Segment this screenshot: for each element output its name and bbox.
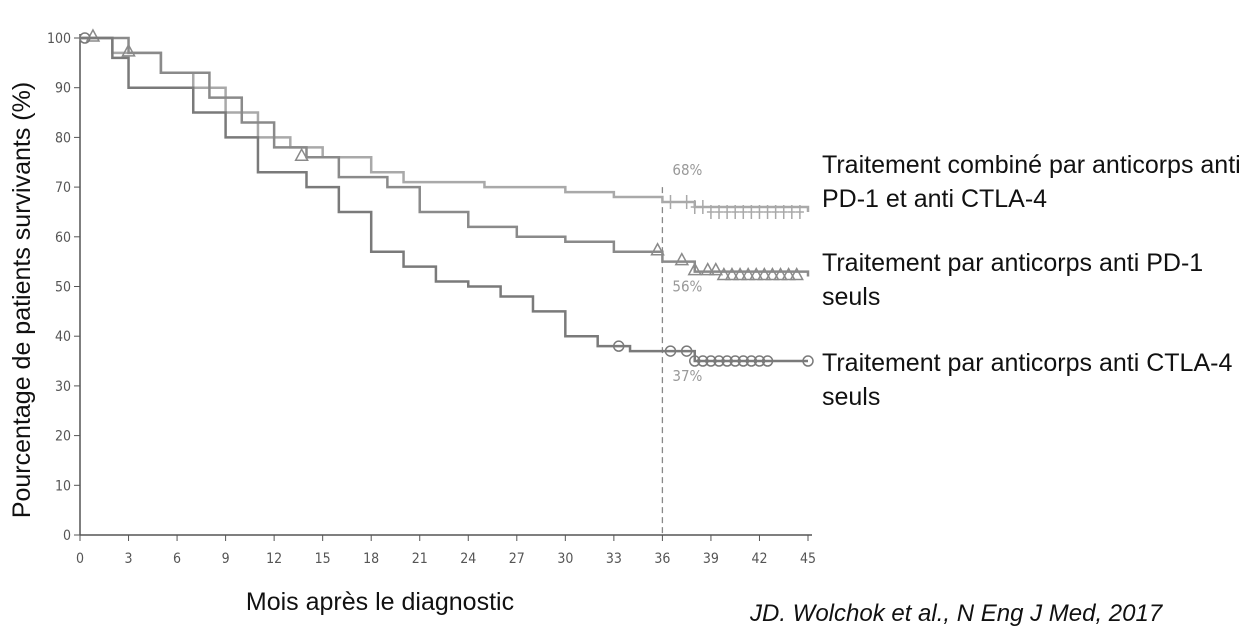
censor-mark <box>789 266 804 281</box>
censor-mark <box>674 252 690 266</box>
censor-mark <box>690 199 699 214</box>
censor-mark <box>787 204 796 219</box>
y-tick-label: 10 <box>55 478 71 494</box>
annotation: 37% <box>672 367 702 385</box>
censor-mark <box>763 204 772 219</box>
censor-mark <box>739 204 748 219</box>
source-citation: JD. Wolchok et al., N Eng J Med, 2017 <box>750 600 1163 626</box>
legend-entry: Traitement par anticorps anti PD-1 seuls <box>822 249 1204 311</box>
censor-mark <box>745 355 758 367</box>
x-tick-label: 18 <box>363 551 379 567</box>
y-tick-label: 0 <box>63 528 71 544</box>
x-tick-label: 15 <box>315 551 331 567</box>
censor-mark <box>666 195 675 210</box>
censor-mark <box>700 262 715 276</box>
x-tick-label: 27 <box>509 551 525 567</box>
censor-mark <box>294 147 309 162</box>
censor-mark <box>724 266 740 281</box>
x-tick-label: 21 <box>412 551 428 567</box>
y-tick-label: 80 <box>55 130 71 146</box>
censor-mark <box>697 355 709 367</box>
y-tick-label: 30 <box>55 379 71 395</box>
y-tick-label: 20 <box>55 429 71 445</box>
censor-mark <box>802 355 814 367</box>
x-tick-label: 42 <box>751 551 767 567</box>
censor-mark <box>612 340 625 352</box>
censor-mark <box>705 355 717 367</box>
censor-mark <box>731 204 740 219</box>
censor-mark <box>755 204 764 219</box>
censor-mark <box>689 355 701 367</box>
censor-mark <box>781 266 796 281</box>
legend-entry: Traitement combiné par anticorps anti PD… <box>822 151 1241 213</box>
annotation: 68% <box>672 161 702 179</box>
x-tick-label: 30 <box>557 551 573 567</box>
censor-mark <box>753 355 766 367</box>
x-tick-label: 9 <box>222 551 230 567</box>
censor-mark <box>773 266 788 281</box>
censor-mark <box>757 266 772 281</box>
x-tick-label: 6 <box>173 551 181 567</box>
y-tick-label: 50 <box>55 280 71 296</box>
censor-mark <box>729 355 741 367</box>
censor-mark <box>748 266 764 281</box>
y-tick-label: 70 <box>55 180 71 196</box>
y-tick-label: 90 <box>55 81 71 97</box>
survival-curve <box>80 36 810 212</box>
annotation: 56% <box>672 278 702 296</box>
censor-mark <box>732 266 748 281</box>
survival-curve <box>80 36 810 277</box>
censor-mark <box>121 43 136 57</box>
censor-mark <box>650 242 665 256</box>
censor-mark <box>680 345 693 357</box>
y-tick-label: 40 <box>55 329 71 345</box>
censor-mark <box>79 32 91 44</box>
x-axis-label: Mois après le diagnostic <box>245 588 515 616</box>
censor-mark <box>747 204 756 219</box>
censor-mark <box>765 266 780 281</box>
censor-mark <box>682 195 691 210</box>
survival-curve <box>80 36 808 363</box>
censor-mark <box>713 355 725 367</box>
x-tick-label: 39 <box>703 551 719 567</box>
y-tick-label: 60 <box>55 230 71 246</box>
x-tick-label: 0 <box>76 551 84 567</box>
censor-mark <box>737 355 750 367</box>
censor-mark <box>761 355 774 367</box>
x-tick-label: 12 <box>266 551 282 567</box>
censor-mark <box>715 204 724 219</box>
x-tick-label: 24 <box>460 551 476 567</box>
censor-mark <box>795 204 804 219</box>
x-tick-label: 45 <box>800 551 816 567</box>
censor-mark <box>740 266 756 281</box>
censor-mark <box>664 345 677 357</box>
censor-mark <box>721 355 733 367</box>
y-axis-label: Pourcentage de patients survivants (%) <box>8 82 36 518</box>
censor-mark <box>771 204 780 219</box>
censor-mark <box>698 199 707 214</box>
x-tick-label: 33 <box>606 551 622 567</box>
y-tick-label: 100 <box>47 31 71 47</box>
censor-mark <box>723 204 732 219</box>
censor-mark <box>708 262 724 276</box>
censor-mark <box>779 204 788 219</box>
x-tick-label: 3 <box>125 551 133 567</box>
censor-mark <box>687 262 703 276</box>
legend-entry: Traitement par anticorps anti CTLA-4 seu… <box>822 349 1233 411</box>
censor-mark <box>716 266 732 281</box>
x-tick-label: 36 <box>654 551 670 567</box>
censor-mark <box>706 204 715 219</box>
